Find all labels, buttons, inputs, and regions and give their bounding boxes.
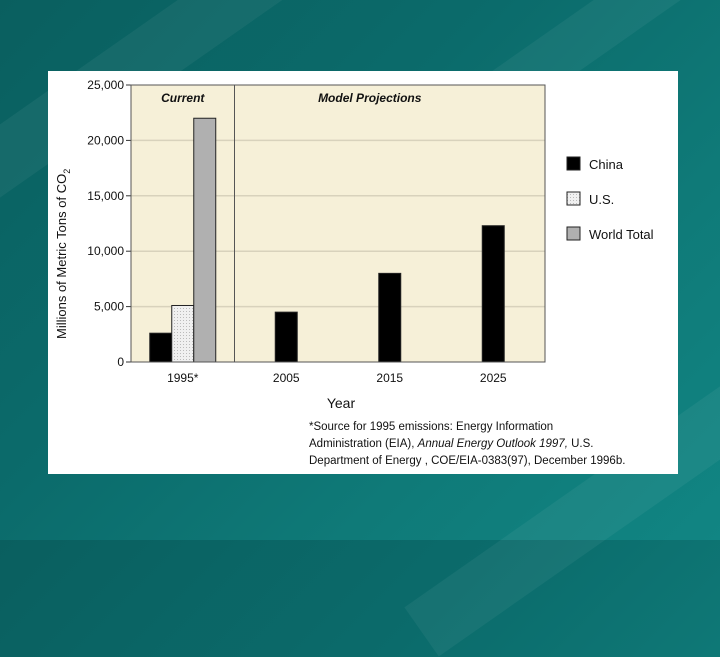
- region-label-model-projections: Model Projections: [318, 91, 422, 105]
- footnote-line-3: Department of Energy , COE/EIA-0383(97),…: [309, 455, 626, 467]
- slide-background: { "colors": { "background": "#0b6b6b", "…: [0, 0, 720, 540]
- footnote-line-2-text: Administration (EIA),: [309, 438, 418, 450]
- y-tick-label: 0: [117, 355, 124, 369]
- x-axis-label: Year: [327, 395, 356, 411]
- y-tick-label: 20,000: [87, 133, 124, 147]
- x-tick-label: 2005: [273, 371, 300, 385]
- x-tick-label: 1995*: [167, 371, 199, 385]
- footnote-line-1: *Source for 1995 emissions: Energy Infor…: [309, 421, 554, 433]
- plot-frame: [130, 84, 546, 363]
- chart-panel: 0 5,000 10,000 15,000 20,000 25,000 1995* 2005 2…: [48, 71, 678, 474]
- bar-china-2: [378, 272, 402, 363]
- bar-chart: 0 5,000 10,000 15,000 20,000 25,000 1995* 2005 2…: [54, 78, 654, 411]
- legend-label-china: China: [589, 157, 624, 172]
- source-footnote: *Source for 1995 emissions: Energy Infor…: [309, 419, 669, 470]
- x-tick-label: 2015: [376, 371, 403, 385]
- bar-world-total-0: [193, 117, 217, 363]
- footnote-line-2-suffix: U.S.: [567, 438, 594, 450]
- legend-label-us: U.S.: [589, 192, 614, 207]
- footnote-publication-title: Annual Energy Outlook 1997,: [417, 438, 568, 450]
- y-tick-label: 10,000: [87, 244, 124, 258]
- legend-swatch-china: [566, 156, 581, 171]
- y-tick-label: 25,000: [87, 78, 124, 92]
- x-tick-label: 2025: [480, 371, 507, 385]
- bar-china-3: [481, 225, 505, 363]
- y-axis-label: Millions of Metric Tons of CO2: [54, 169, 72, 339]
- region-label-current: Current: [161, 91, 205, 105]
- legend-swatch-world-total: [566, 226, 581, 241]
- bar-china-0: [149, 332, 173, 363]
- y-tick-label: 15,000: [87, 189, 124, 203]
- legend-swatch-us: [566, 191, 581, 206]
- bar-us-0: [171, 304, 195, 363]
- bar-china-1: [274, 311, 298, 363]
- legend-label-world-total: World Total: [589, 227, 654, 242]
- y-tick-label: 5,000: [94, 300, 124, 314]
- footnote-line-2: Administration (EIA), Annual Energy Outl…: [309, 436, 669, 453]
